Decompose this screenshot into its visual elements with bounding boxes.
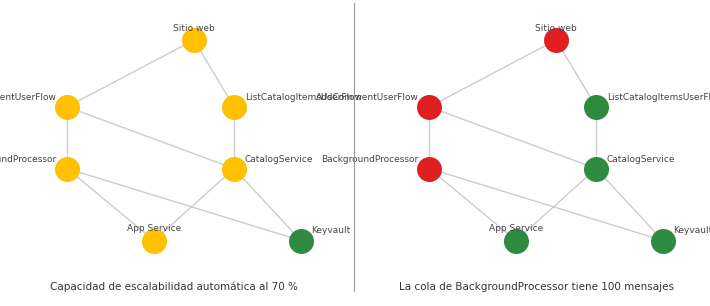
Text: AddCommentUserFlow: AddCommentUserFlow bbox=[316, 93, 419, 102]
Text: Keyvault: Keyvault bbox=[312, 226, 351, 236]
Text: BackgroundProcessor: BackgroundProcessor bbox=[0, 155, 57, 163]
Text: App Service: App Service bbox=[489, 224, 543, 233]
Point bbox=[62, 166, 73, 171]
Point bbox=[188, 38, 200, 43]
Text: App Service: App Service bbox=[127, 224, 181, 233]
Text: La cola de BackgroundProcessor tiene 100 mensajes: La cola de BackgroundProcessor tiene 100… bbox=[398, 282, 674, 292]
Text: Keyvault: Keyvault bbox=[674, 226, 710, 236]
Text: Capacidad de escalabilidad automática al 70 %: Capacidad de escalabilidad automática al… bbox=[50, 282, 298, 292]
Point bbox=[424, 104, 435, 109]
Point bbox=[229, 166, 240, 171]
Text: ListCatalogItemsUserFlow: ListCatalogItemsUserFlow bbox=[245, 93, 361, 102]
Point bbox=[424, 166, 435, 171]
Text: Sitio web: Sitio web bbox=[173, 24, 215, 33]
Point bbox=[550, 38, 562, 43]
Text: CatalogService: CatalogService bbox=[607, 155, 675, 163]
Text: AddCommentUserFlow: AddCommentUserFlow bbox=[0, 93, 57, 102]
Point bbox=[591, 104, 602, 109]
Point bbox=[148, 238, 160, 243]
Point bbox=[229, 104, 240, 109]
Point bbox=[591, 166, 602, 171]
Text: ListCatalogItemsUserFlow: ListCatalogItemsUserFlow bbox=[607, 93, 710, 102]
Text: BackgroundProcessor: BackgroundProcessor bbox=[322, 155, 419, 163]
Point bbox=[62, 104, 73, 109]
Text: Sitio web: Sitio web bbox=[535, 24, 577, 33]
Text: CatalogService: CatalogService bbox=[245, 155, 313, 163]
Point bbox=[657, 238, 669, 243]
Point bbox=[295, 238, 307, 243]
Point bbox=[510, 238, 522, 243]
